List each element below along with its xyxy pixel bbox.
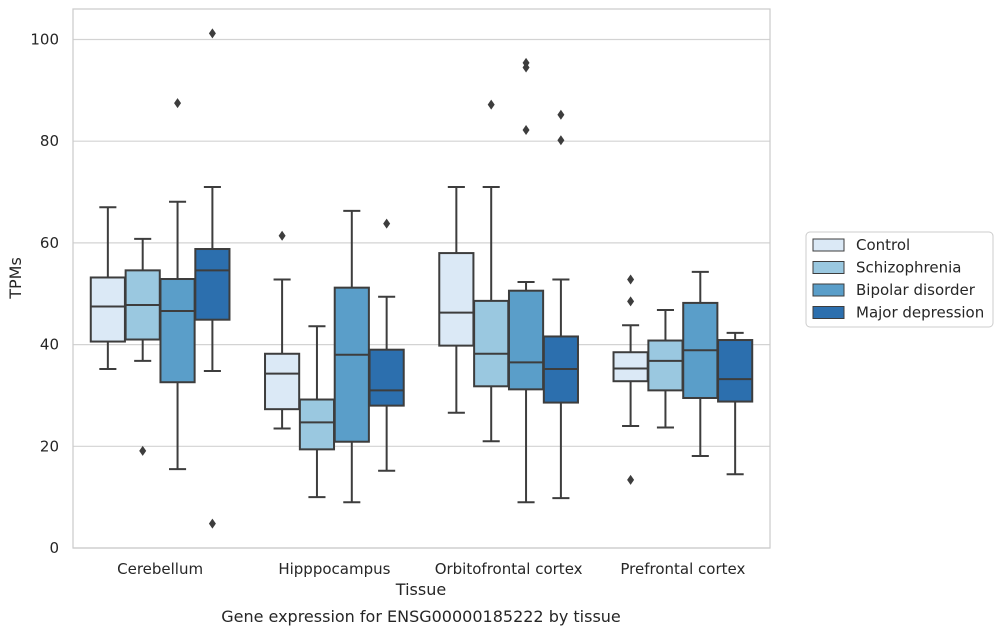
box-1-2 xyxy=(333,209,370,504)
outlier-marker xyxy=(522,62,530,73)
y-tick-label-20: 20 xyxy=(40,437,59,455)
legend-label-1: Schizophrenia xyxy=(856,259,961,277)
x-axis-title: Tissue xyxy=(395,580,446,599)
box-body xyxy=(647,339,684,392)
legend-swatch-1 xyxy=(812,261,845,274)
outlier-marker xyxy=(208,28,216,39)
x-tick-label-3: Prefrontal cortex xyxy=(620,560,745,578)
outlier-marker xyxy=(174,98,182,109)
box-3-2 xyxy=(682,270,719,457)
legend-swatch-3 xyxy=(812,306,845,319)
box-groups xyxy=(89,28,754,529)
x-tick-label-2: Orbitofrontal cortex xyxy=(435,560,583,578)
figure-caption: Gene expression for ENSG00000185222 by t… xyxy=(221,607,621,626)
x-tick-label-0: Cerebellum xyxy=(117,560,203,578)
box-body xyxy=(298,398,336,451)
box-3-3 xyxy=(717,331,754,476)
outlier-marker xyxy=(627,274,635,285)
box-2-0 xyxy=(438,185,475,414)
box-body xyxy=(368,348,405,407)
box-2-3 xyxy=(542,109,579,500)
y-tick-label-0: 0 xyxy=(49,539,59,557)
outlier-marker xyxy=(557,135,565,146)
box-group-2 xyxy=(438,57,579,504)
outlier-marker xyxy=(522,125,530,136)
outlier-marker xyxy=(557,109,565,120)
legend: Control Schizophrenia Bipolar disorder Majo… xyxy=(805,231,994,328)
box-0-3 xyxy=(194,28,231,529)
box-0-1 xyxy=(124,237,161,456)
y-tick-label-40: 40 xyxy=(40,336,59,354)
box-body xyxy=(507,289,545,391)
outlier-marker xyxy=(208,518,216,529)
box-body xyxy=(89,276,126,343)
y-tick-labels: 0 20 40 60 80 100 xyxy=(30,31,59,557)
box-body xyxy=(717,339,754,403)
legend-label-3: Major depression xyxy=(856,304,984,322)
legend-frame xyxy=(805,231,994,328)
box-2-1 xyxy=(473,99,510,443)
outlier-marker xyxy=(139,445,147,456)
box-group-0 xyxy=(89,28,231,529)
box-group-3 xyxy=(612,270,754,485)
box-1-3 xyxy=(368,218,405,472)
box-body xyxy=(333,286,370,443)
box-body xyxy=(264,352,301,411)
box-3-1 xyxy=(647,309,684,429)
legend-label-0: Control xyxy=(856,236,910,254)
outlier-marker xyxy=(383,218,391,229)
box-2-2 xyxy=(507,57,545,504)
y-axis-title: TPMs xyxy=(6,257,25,300)
legend-swatch-2 xyxy=(812,283,845,297)
box-body xyxy=(159,278,196,384)
box-1-0 xyxy=(264,230,301,430)
y-tick-label-100: 100 xyxy=(30,31,59,49)
y-tick-label-60: 60 xyxy=(40,234,59,252)
outlier-marker xyxy=(487,99,495,110)
x-tick-label-1: Hipppocampus xyxy=(278,560,390,578)
box-body xyxy=(612,351,649,383)
box-group-1 xyxy=(264,209,405,504)
legend-swatch-0 xyxy=(812,238,845,252)
x-tick-labels: Cerebellum Hipppocampus Orbitofrontal cort… xyxy=(117,560,745,578)
outlier-marker xyxy=(627,474,635,485)
legend-label-2: Bipolar disorder xyxy=(856,281,976,299)
box-0-2 xyxy=(159,98,196,471)
box-body xyxy=(194,248,231,321)
box-1-1 xyxy=(298,325,336,499)
box-body xyxy=(438,252,475,347)
outlier-marker xyxy=(627,296,635,307)
y-tick-label-80: 80 xyxy=(40,132,59,150)
outlier-marker xyxy=(278,230,286,241)
plot-frame xyxy=(72,8,771,549)
box-body xyxy=(473,299,510,388)
